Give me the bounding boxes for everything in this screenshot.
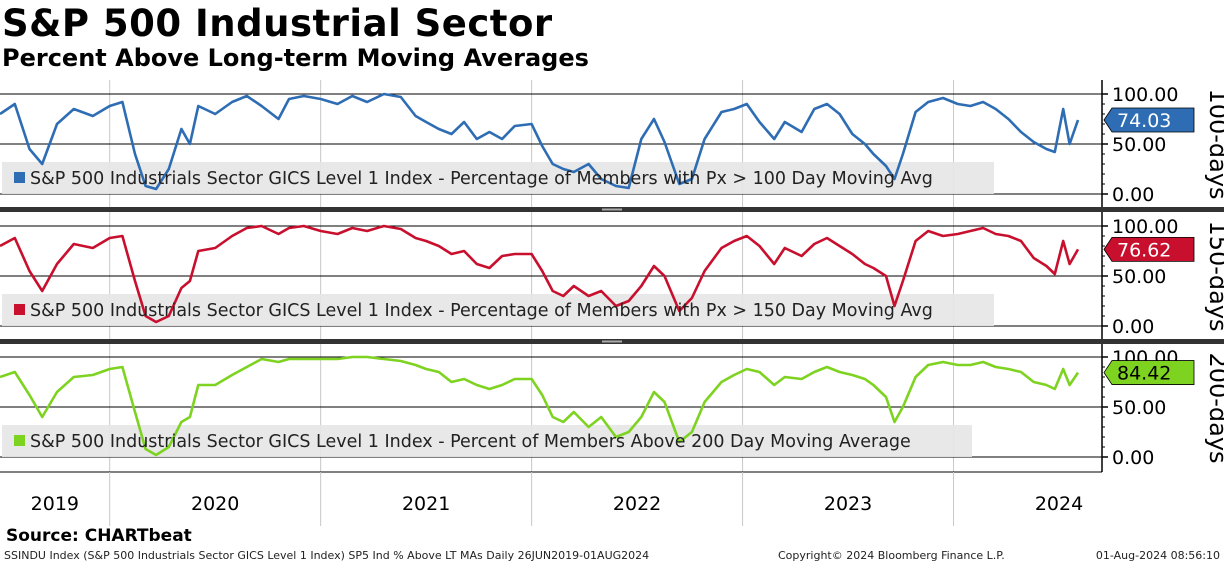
legend-swatch — [14, 435, 25, 446]
x-tick-label: 2020 — [191, 493, 239, 515]
legend-label: S&P 500 Industrials Sector GICS Level 1 … — [30, 301, 933, 321]
panel-side-label: 100-days — [1204, 88, 1224, 199]
legend-label: S&P 500 Industrials Sector GICS Level 1 … — [30, 432, 911, 452]
last-value-label: 76.62 — [1117, 239, 1171, 261]
source-note: Source: CHARTbeat — [6, 526, 192, 546]
x-tick-label: 2023 — [824, 493, 872, 515]
footer-copyright: Copyright© 2024 Bloomberg Finance L.P. — [778, 549, 1005, 562]
series-line — [0, 92, 1080, 191]
legend-swatch — [14, 172, 25, 183]
y-tick-label: 0.00 — [1112, 184, 1154, 206]
y-tick-label: 100.00 — [1112, 216, 1178, 238]
x-tick-label: 2024 — [1035, 493, 1083, 515]
legend-label: S&P 500 Industrials Sector GICS Level 1 … — [30, 169, 933, 189]
panel-handle — [602, 208, 622, 211]
y-tick-label: 0.00 — [1112, 316, 1154, 338]
panel-200-days: S&P 500 Industrials Sector GICS Level 1 … — [0, 344, 1224, 472]
legend-box — [2, 162, 994, 194]
panel-150-days: S&P 500 Industrials Sector GICS Level 1 … — [0, 212, 1224, 340]
panel-100-days: S&P 500 Industrials Sector GICS Level 1 … — [0, 80, 1224, 208]
chart-subtitle: Percent Above Long-term Moving Averages — [2, 44, 589, 72]
last-value-badge — [1103, 107, 1195, 133]
x-tick-label: 2022 — [613, 493, 661, 515]
last-value-label: 74.03 — [1117, 110, 1171, 132]
chart-area: S&P 500 Industrials Sector GICS Level 1 … — [0, 80, 1224, 526]
footer-description: SSINDU Index (S&P 500 Industrials Sector… — [4, 549, 650, 562]
legend-swatch — [14, 304, 25, 315]
footer-timestamp: 01-Aug-2024 08:56:10 — [1095, 549, 1220, 562]
panel-handle — [602, 340, 622, 343]
legend-box — [2, 294, 994, 326]
panel-side-label: 150-days — [1204, 220, 1224, 331]
y-tick-label: 50.00 — [1112, 266, 1166, 288]
y-tick-label: 0.00 — [1112, 447, 1154, 469]
panel-side-label: 200-days — [1204, 352, 1224, 463]
y-tick-label: 50.00 — [1112, 397, 1166, 419]
chart-title: S&P 500 Industrial Sector — [2, 2, 553, 45]
x-tick-label: 2021 — [402, 493, 450, 515]
last-value-badge — [1103, 360, 1195, 385]
y-tick-label: 100.00 — [1112, 84, 1178, 106]
x-tick-label: 2019 — [31, 493, 79, 515]
series-line — [0, 224, 1080, 324]
y-tick-label: 50.00 — [1112, 134, 1166, 156]
series-line — [0, 355, 1080, 457]
last-value-badge — [1103, 236, 1195, 262]
last-value-label: 84.42 — [1117, 363, 1171, 385]
